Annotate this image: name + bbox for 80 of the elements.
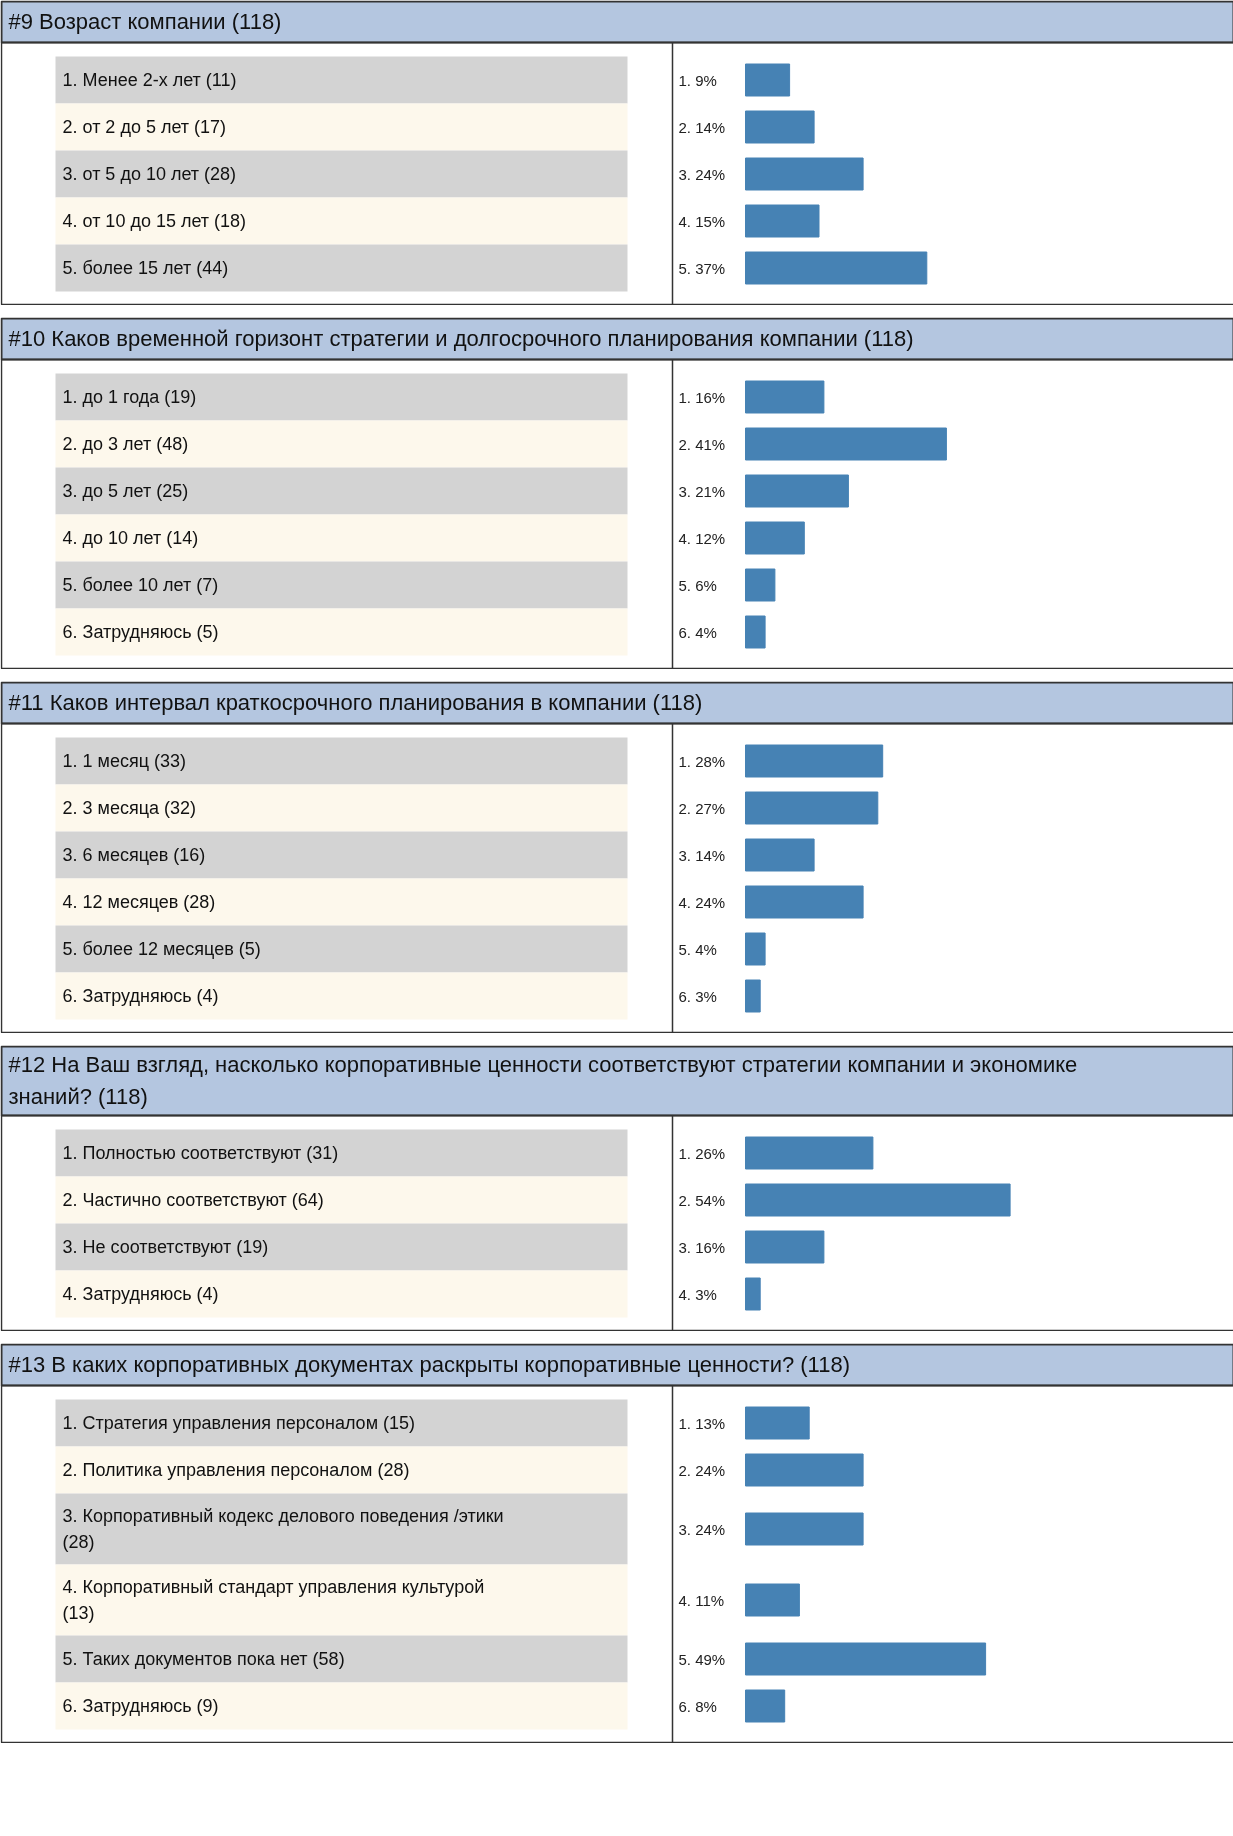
data-label: 4. 3%: [678, 1285, 717, 1303]
y-tick-label: 2. Политика управления персоналом (28): [62, 1460, 410, 1480]
y-tick-label: 3. от 5 до 10 лет (28): [62, 164, 237, 184]
data-label: 4. 15%: [678, 212, 726, 230]
data-label: 1. 26%: [678, 1144, 726, 1162]
data-label: 6. 8%: [678, 1697, 717, 1715]
bar: [745, 204, 820, 238]
y-tick-label: 4. до 10 лет (14): [62, 528, 199, 548]
bar: [745, 474, 849, 508]
y-tick-label: 5. более 12 месяцев (5): [62, 939, 261, 959]
data-label: 2. 54%: [678, 1191, 726, 1209]
data-label: 5. 37%: [678, 259, 726, 277]
y-tick-label: 3. 6 месяцев (16): [62, 845, 206, 865]
y-tick-label: 1. Стратегия управления персоналом (15): [62, 1413, 416, 1433]
y-tick-label: 4. Затрудняюсь (4): [62, 1284, 219, 1304]
bar: [745, 885, 864, 919]
data-label: 2. 41%: [678, 435, 726, 453]
text: #11 Каков интервал краткосрочного планирования в компании (118): [8, 690, 703, 715]
y-tick-label: 5. Таких документов пока нет (58): [62, 1649, 345, 1669]
y-tick-label: 1. до 1 года (19): [62, 387, 197, 407]
y-tick-label: 4. от 10 до 15 лет (18): [62, 211, 247, 231]
bar: [745, 791, 879, 825]
data-label: 3. 21%: [678, 482, 726, 500]
bar: [745, 63, 791, 97]
text: #9 Возраст компании (118): [8, 9, 282, 34]
bar: [745, 110, 815, 144]
bar: [745, 380, 825, 414]
data-label: 1. 16%: [678, 388, 726, 406]
y-tick-label: 3. Корпоративный кодекс делового поведения /этики (28): [62, 1506, 504, 1552]
y-tick-label: 3. до 5 лет (25): [62, 481, 189, 501]
text: #10 Каков временной горизонт стратегии и долгосрочного планирования компании (118): [8, 326, 914, 351]
y-tick-label: 5. более 10 лет (7): [62, 575, 219, 595]
data-label: 2. 24%: [678, 1461, 726, 1479]
bar: [745, 615, 766, 649]
data-label: 1. 28%: [678, 752, 726, 770]
bar: [745, 979, 761, 1013]
data-label: 3. 24%: [678, 165, 726, 183]
data-label: 3. 14%: [678, 846, 726, 864]
data-label: 4. 24%: [678, 893, 726, 911]
y-tick-label: 1. 1 месяц (33): [62, 751, 186, 771]
bar: [745, 427, 947, 461]
data-label: 6. 4%: [678, 623, 717, 641]
data-label: 5. 4%: [678, 940, 717, 958]
y-tick-label: 5. более 15 лет (44): [62, 258, 229, 278]
y-tick-label: 4. Корпоративный стандарт управления культурой (13): [62, 1577, 485, 1623]
y-tick-label: 4. 12 месяцев (28): [62, 892, 216, 912]
data-label: 4. 12%: [678, 529, 726, 547]
bar: [745, 1136, 874, 1170]
y-tick-label: 1. Полностью соответствуют (31): [62, 1143, 339, 1163]
y-tick-label: 2. до 3 лет (48): [62, 434, 189, 454]
data-label: 2. 14%: [678, 118, 726, 136]
bar: [745, 744, 884, 778]
y-tick-label: 6. Затрудняюсь (5): [62, 622, 219, 642]
data-label: 6. 3%: [678, 987, 717, 1005]
bar: [745, 932, 766, 966]
bar: [745, 1230, 825, 1264]
data-label: 1. 13%: [678, 1414, 726, 1432]
data-label: 3. 16%: [678, 1238, 726, 1256]
bar: [745, 521, 805, 555]
y-tick-label: 1. Менее 2-х лет (11): [62, 70, 237, 90]
data-label: 3. 24%: [678, 1520, 726, 1538]
text: #12 На Ваш взгляд, насколько корпоративные ценности соответствуют стратегии компании и экономике знаний? (118): [8, 1052, 1078, 1109]
y-tick-label: 3. Не соответствуют (19): [62, 1237, 269, 1257]
bar: [745, 157, 864, 191]
data-label: 5. 49%: [678, 1650, 726, 1668]
bar: [745, 1277, 761, 1311]
y-tick-label: 6. Затрудняюсь (4): [62, 986, 219, 1006]
bar: [745, 838, 815, 872]
y-tick-label: 6. Затрудняюсь (9): [62, 1696, 219, 1716]
data-label: 5. 6%: [678, 576, 717, 594]
bar: [745, 251, 928, 285]
text: #13 В каких корпоративных документах раскрыты корпоративные ценности? (118): [8, 1352, 851, 1377]
bar: [745, 1183, 1011, 1217]
data-label: 4. 11%: [678, 1591, 725, 1609]
y-tick-label: 2. 3 месяца (32): [62, 798, 196, 818]
y-tick-label: 2. Частично соответствуют (64): [62, 1190, 324, 1210]
data-label: 2. 27%: [678, 799, 726, 817]
bar: [745, 568, 776, 602]
data-label: 1. 9%: [678, 71, 717, 89]
y-tick-label: 2. от 2 до 5 лет (17): [62, 117, 227, 137]
